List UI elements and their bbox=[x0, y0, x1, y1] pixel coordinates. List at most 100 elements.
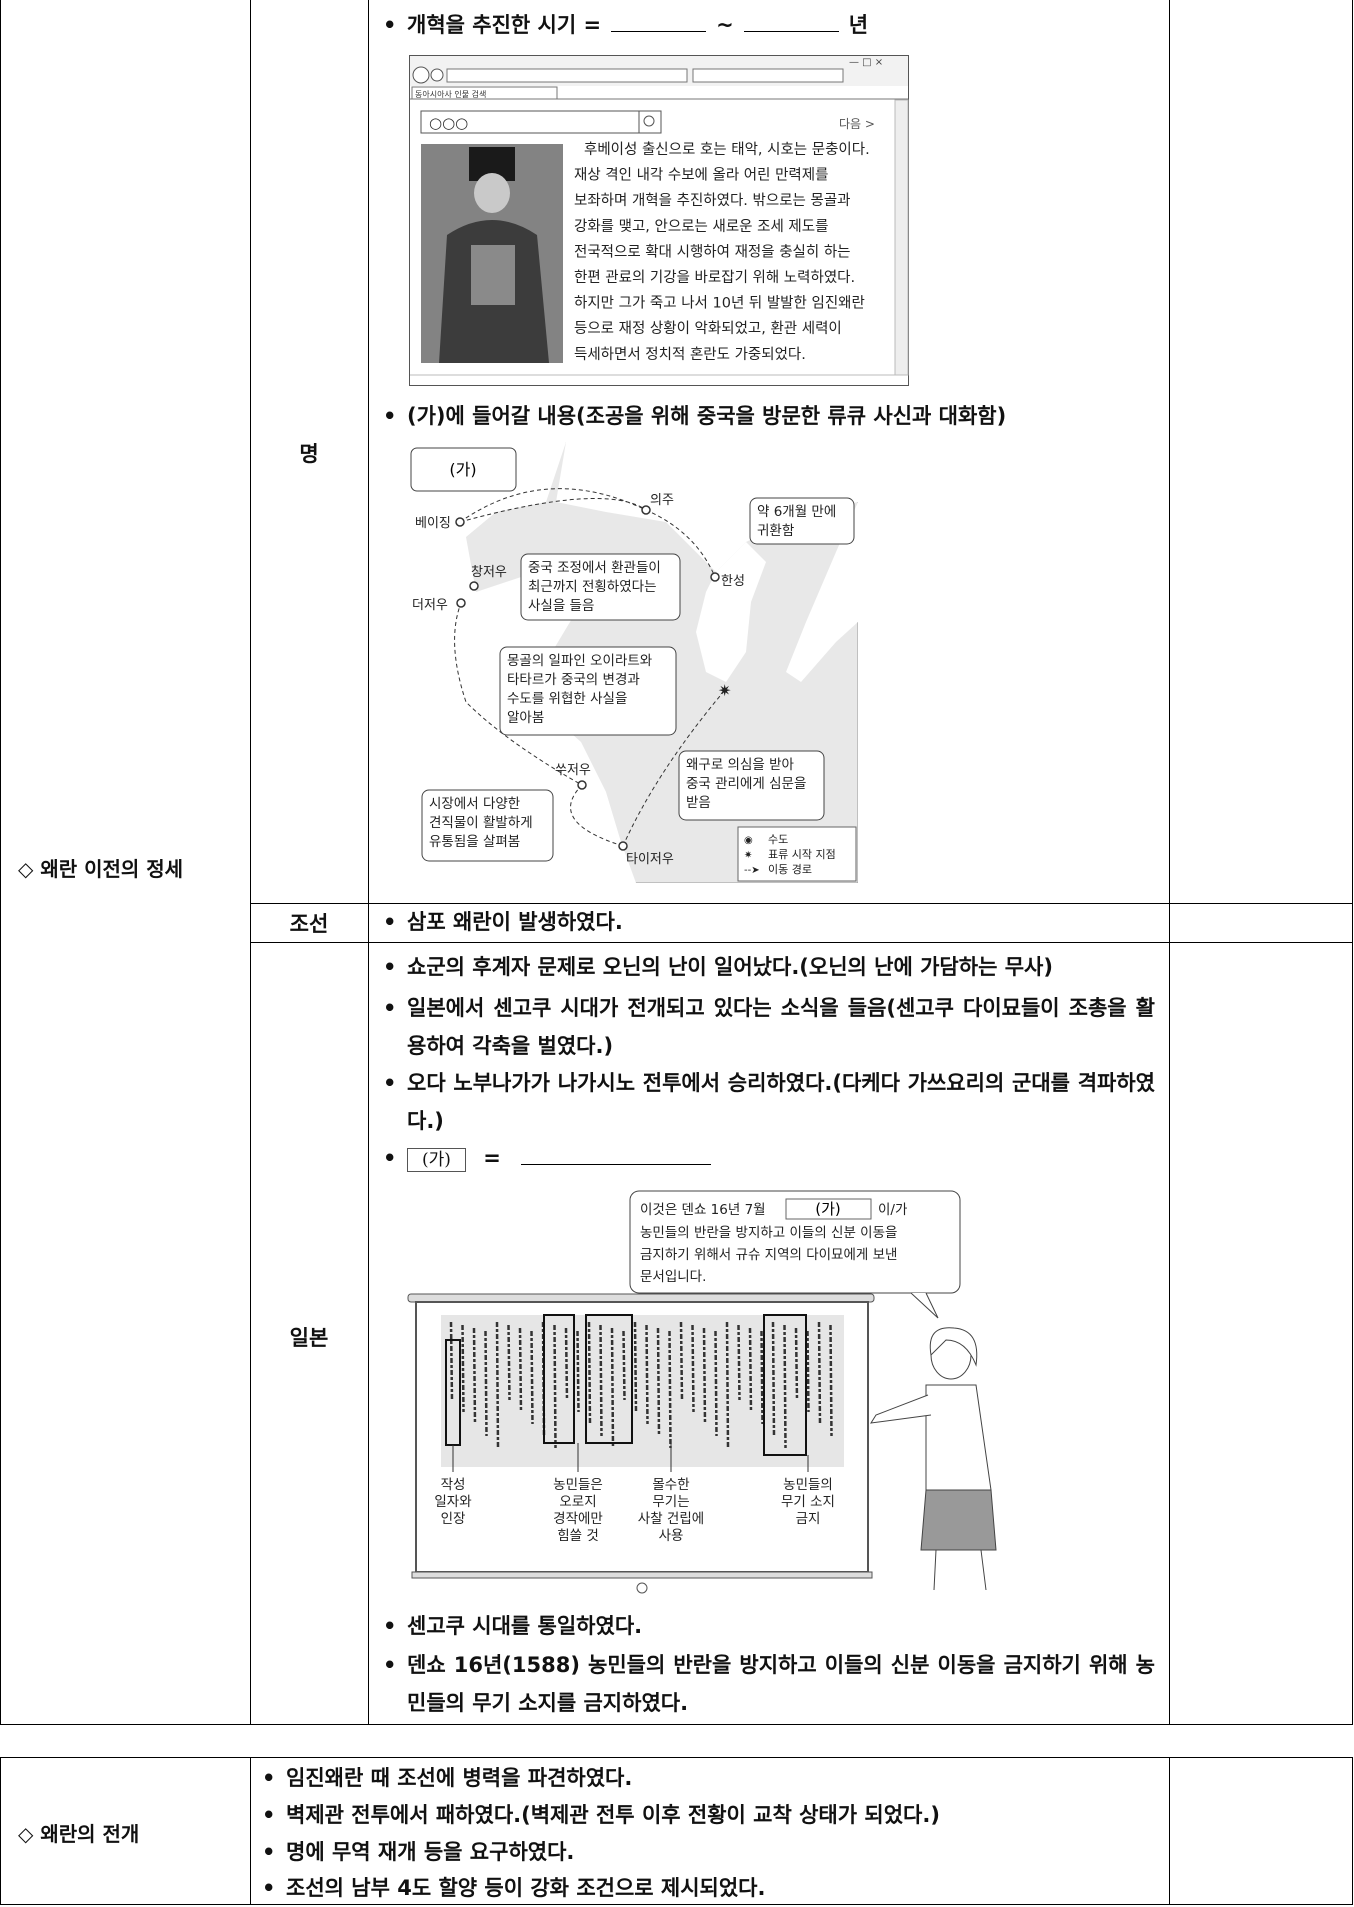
bubble-line: 이/가 bbox=[878, 1202, 907, 1218]
highlight-box bbox=[543, 1314, 575, 1444]
writing-column bbox=[748, 1327, 753, 1413]
writing-column bbox=[645, 1324, 649, 1425]
scroll-label: 사찰 건립에 bbox=[638, 1511, 704, 1527]
note-line: 중국 조정에서 환관들이 bbox=[528, 560, 661, 576]
writing-column bbox=[691, 1324, 695, 1413]
bullet-item: 삼포 왜란이 발생하였다. bbox=[383, 903, 1155, 941]
writing-column bbox=[760, 1330, 764, 1425]
bullet-item: 일본에서 센고쿠 시대가 전개되고 있다는 소식을 들음(센고쿠 다이묘들이 조… bbox=[383, 989, 1155, 1065]
browser-illustration: — □ × 동아시아사 인물 검색 ○○○ 다음 > 후베이성 출신으로 호는 태악, … bbox=[409, 55, 909, 386]
note-box bbox=[749, 497, 855, 545]
text: 개혁을 추진한 시기 = bbox=[407, 13, 602, 37]
text: = bbox=[483, 1146, 501, 1170]
note-line: 약 6개월 만에 bbox=[757, 504, 836, 520]
bullet-item: 벽제관 전투에서 패하였다.(벽제관 전투 이후 전황이 교착 상태가 되었다.… bbox=[262, 1799, 1162, 1831]
bubble-box bbox=[785, 1198, 872, 1220]
place-label: 베이징 bbox=[415, 516, 451, 531]
writing-column bbox=[610, 1327, 615, 1449]
highlight-box bbox=[585, 1314, 633, 1444]
blank bbox=[611, 11, 707, 32]
article-line: 전국적으로 확대 시행하여 재정을 충실히 하는 bbox=[574, 243, 851, 260]
bubble-line: 이것은 덴쇼 16년 7월 bbox=[640, 1202, 766, 1218]
writing-column bbox=[553, 1324, 557, 1449]
text: 년 bbox=[848, 13, 869, 37]
row-label: 조선 bbox=[289, 912, 329, 936]
border bbox=[1352, 0, 1353, 1724]
note-line: 최근까지 전횡하였다는 bbox=[528, 579, 657, 595]
bullet-item: (가) = bbox=[383, 1139, 1155, 1177]
border bbox=[250, 1757, 251, 1905]
writing-column bbox=[783, 1324, 787, 1449]
writing-column bbox=[829, 1324, 833, 1437]
place-label: 쑤저우 bbox=[555, 763, 591, 778]
scroll-label: 경작에만 bbox=[553, 1511, 603, 1527]
blank-box: (가) bbox=[407, 1148, 466, 1172]
note-line: 몽골의 일파인 오이라트와 bbox=[507, 653, 652, 669]
manchuria-land bbox=[556, 442, 858, 572]
note-line: 시장에서 다양한 bbox=[429, 796, 520, 812]
search-bar bbox=[692, 68, 844, 83]
writing-column bbox=[472, 1327, 477, 1425]
japan-land bbox=[786, 502, 858, 682]
window-controls: — □ × bbox=[849, 57, 883, 68]
scroll-label: 무기는 bbox=[652, 1494, 689, 1510]
article-line: 하지만 그가 죽고 나서 10년 뒤 발발한 임진왜란 bbox=[574, 295, 865, 312]
border bbox=[250, 0, 251, 1724]
legend-symbol: ✷ bbox=[744, 850, 752, 861]
scroll-label: 농민들은 bbox=[553, 1477, 603, 1493]
article-line: 후베이성 출신으로 호는 태악, 시호는 문충이다. bbox=[584, 141, 870, 158]
writing-column bbox=[679, 1321, 684, 1401]
border bbox=[368, 0, 369, 1724]
place-dot bbox=[618, 841, 628, 851]
note-line: 알아봄 bbox=[507, 710, 544, 726]
bubble-box-label: (가) bbox=[815, 1200, 841, 1218]
writing-column bbox=[794, 1327, 799, 1401]
tab-title: 동아시아사 인물 검색 bbox=[415, 89, 486, 99]
border bbox=[0, 1757, 1, 1905]
bubble-line: 문서입니다. bbox=[640, 1269, 706, 1285]
place-dot bbox=[641, 505, 651, 515]
writing-column bbox=[817, 1321, 822, 1425]
legend-symbol: --➤ bbox=[744, 865, 760, 876]
place-dot bbox=[710, 572, 720, 582]
screen-pull bbox=[636, 1582, 648, 1594]
bullet-item: 덴쇼 16년(1588) 농민들의 반란을 방지하고 이들의 신분 이동을 금지… bbox=[383, 1646, 1155, 1722]
writing-column bbox=[587, 1321, 592, 1425]
place-label: 더저우 bbox=[412, 598, 448, 613]
ga-label: (가) bbox=[449, 460, 476, 479]
writing-column bbox=[518, 1327, 523, 1413]
writing-column bbox=[806, 1330, 810, 1413]
bullet-item: 명에 무역 재개 등을 요구하였다. bbox=[262, 1836, 1162, 1868]
writing-column bbox=[576, 1330, 580, 1413]
border bbox=[1169, 1757, 1170, 1905]
note-line: 중국 관리에게 심문을 bbox=[686, 776, 806, 792]
writing-column bbox=[633, 1321, 638, 1413]
note-box bbox=[499, 646, 677, 736]
bubble-tail bbox=[910, 1292, 939, 1319]
note-box bbox=[678, 750, 825, 821]
writing-column bbox=[564, 1327, 569, 1401]
writing-column bbox=[461, 1324, 465, 1413]
row-label: 일본 bbox=[289, 1326, 329, 1350]
robe-panel bbox=[471, 245, 515, 305]
teacher-body bbox=[925, 1384, 992, 1491]
blank bbox=[520, 1144, 711, 1165]
ga-box bbox=[410, 447, 517, 492]
note-line: 견직물이 활발하게 bbox=[429, 815, 533, 831]
writing-column bbox=[599, 1324, 603, 1437]
legend-box bbox=[737, 826, 857, 882]
article-line: 등으로 재정 상황이 악화되었고, 환관 세력이 bbox=[574, 320, 842, 337]
writing-column bbox=[668, 1330, 672, 1449]
border bbox=[0, 1757, 1353, 1758]
highlight-box bbox=[763, 1314, 807, 1456]
section-label: ◇ 왜란의 전개 bbox=[18, 1822, 140, 1846]
note-line: 타타르가 중국의 변경과 bbox=[507, 672, 640, 688]
border bbox=[1352, 1757, 1353, 1905]
note-line: 왜구로 의심을 받아 bbox=[686, 757, 795, 773]
screen-bar bbox=[407, 1293, 875, 1303]
teacher-hair bbox=[929, 1327, 978, 1367]
bullet-item: 조선의 남부 4도 할양 등이 강화 조건으로 제시되었다. bbox=[262, 1872, 1162, 1904]
article-line: 재상 격인 내각 수보에 올라 어린 만력제를 bbox=[574, 167, 828, 184]
place-label: 의주 bbox=[650, 493, 674, 508]
